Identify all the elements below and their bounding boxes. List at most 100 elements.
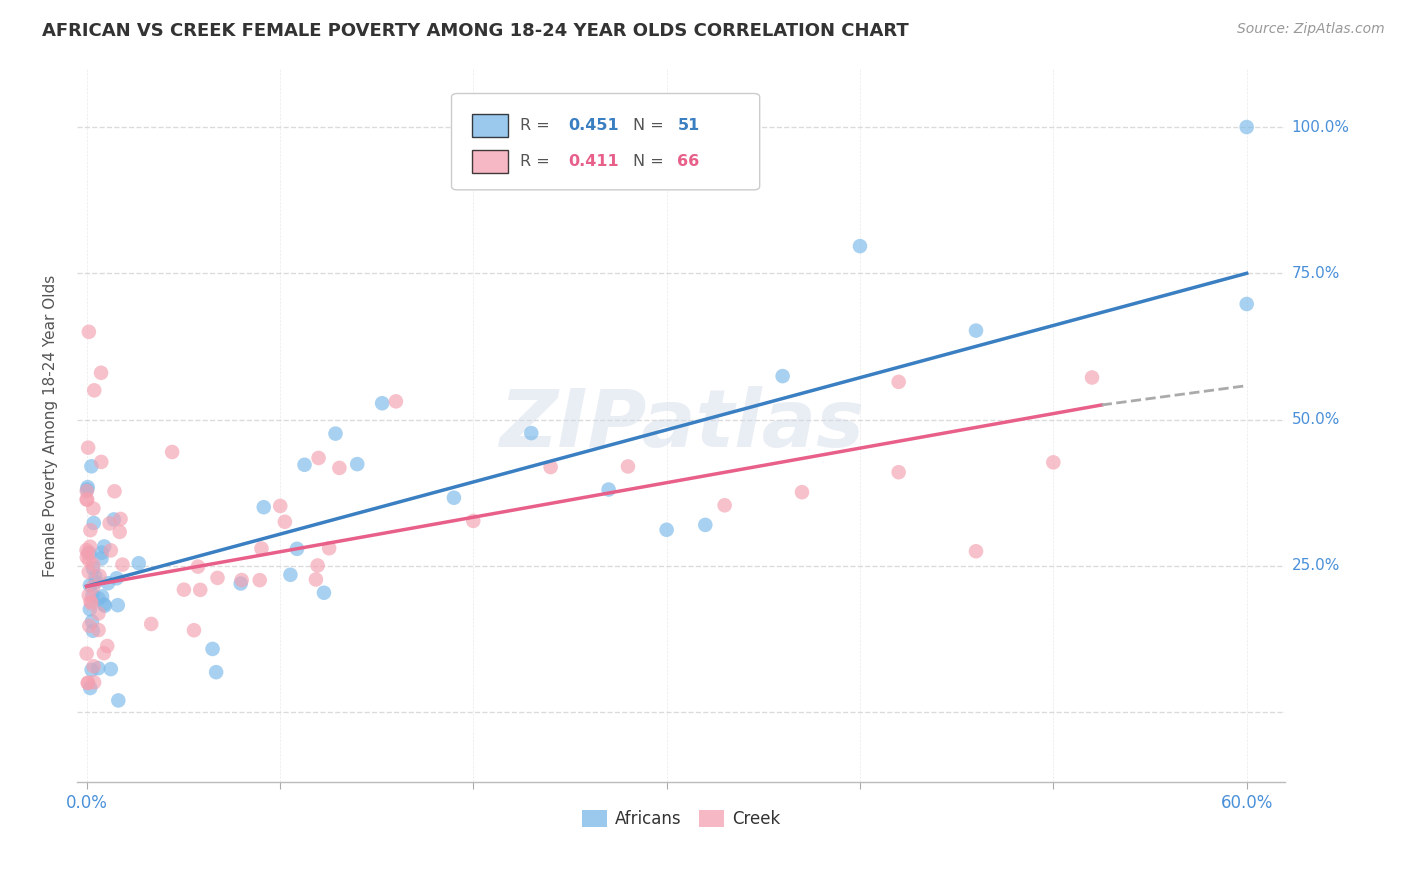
Point — [79, 594, 101, 608]
Point — [87, 623, 110, 637]
Point — [1236, 297, 1258, 311]
Point — [76, 647, 98, 661]
Point — [76, 484, 98, 499]
Point — [82, 561, 104, 575]
Point — [98, 516, 121, 531]
Point — [77, 565, 100, 579]
Text: R =: R = — [520, 153, 555, 169]
Point — [87, 591, 110, 606]
Point — [201, 642, 224, 657]
Point — [443, 491, 465, 505]
Point — [965, 544, 987, 558]
Point — [76, 480, 98, 494]
Point — [82, 501, 104, 516]
Point — [598, 483, 620, 497]
Point — [79, 602, 101, 616]
Point — [385, 394, 408, 409]
Point — [520, 426, 543, 441]
Point — [80, 459, 103, 474]
Text: 0.411: 0.411 — [569, 153, 620, 169]
Point — [82, 588, 104, 602]
Point — [91, 590, 114, 604]
Point — [308, 450, 330, 465]
Point — [305, 573, 328, 587]
FancyBboxPatch shape — [451, 94, 759, 190]
Point — [250, 541, 273, 556]
Point — [107, 598, 129, 612]
Point — [713, 498, 735, 512]
Point — [540, 460, 562, 475]
Point — [274, 515, 297, 529]
Point — [188, 582, 211, 597]
Point — [76, 492, 98, 507]
Point — [1042, 455, 1064, 469]
Point — [76, 550, 98, 565]
Legend: Africans, Creek: Africans, Creek — [575, 803, 787, 835]
Point — [294, 458, 316, 472]
Point — [87, 607, 110, 621]
Point — [187, 559, 209, 574]
Point — [280, 567, 302, 582]
Point — [79, 578, 101, 592]
Point — [77, 588, 100, 602]
Point — [90, 366, 112, 380]
Point — [269, 499, 291, 513]
Point — [1236, 120, 1258, 134]
Point — [93, 646, 115, 660]
Point — [111, 558, 134, 572]
Point — [94, 599, 117, 613]
Point — [80, 663, 103, 677]
Point — [318, 541, 340, 556]
Text: ZIPatlas: ZIPatlas — [499, 386, 863, 465]
Point — [887, 375, 910, 389]
Point — [93, 540, 115, 554]
Text: 75.0%: 75.0% — [1292, 266, 1340, 281]
Point — [790, 485, 813, 500]
Point — [84, 574, 107, 589]
Point — [77, 553, 100, 567]
Point — [82, 624, 104, 638]
Point — [76, 543, 98, 558]
Text: 25.0%: 25.0% — [1292, 558, 1340, 574]
Point — [229, 576, 252, 591]
Point — [105, 571, 128, 585]
Point — [93, 597, 115, 611]
Point — [103, 512, 125, 526]
Y-axis label: Female Poverty Among 18-24 Year Olds: Female Poverty Among 18-24 Year Olds — [44, 275, 58, 576]
Point — [312, 586, 335, 600]
Point — [307, 558, 329, 573]
Text: N =: N = — [633, 118, 669, 133]
Point — [79, 681, 101, 695]
Point — [231, 573, 253, 587]
Point — [887, 465, 910, 479]
Point — [83, 516, 105, 530]
Point — [617, 459, 640, 474]
Text: 0.451: 0.451 — [569, 118, 620, 133]
Point — [207, 571, 229, 585]
Point — [96, 639, 118, 653]
Point — [110, 512, 132, 526]
Point — [82, 580, 104, 594]
Text: N =: N = — [633, 153, 669, 169]
Point — [107, 693, 129, 707]
Point — [79, 523, 101, 537]
Point — [89, 569, 111, 583]
Point — [772, 369, 794, 384]
Point — [87, 661, 110, 675]
Point — [1081, 370, 1104, 384]
Point — [655, 523, 678, 537]
Point — [100, 543, 122, 558]
Point — [173, 582, 195, 597]
Text: AFRICAN VS CREEK FEMALE POVERTY AMONG 18-24 YEAR OLDS CORRELATION CHART: AFRICAN VS CREEK FEMALE POVERTY AMONG 18… — [42, 22, 908, 40]
FancyBboxPatch shape — [472, 150, 509, 173]
Text: R =: R = — [520, 118, 555, 133]
Text: 100.0%: 100.0% — [1292, 120, 1350, 135]
Point — [100, 662, 122, 676]
Point — [79, 619, 101, 633]
Point — [695, 517, 717, 532]
Point — [79, 546, 101, 560]
Point — [80, 596, 103, 610]
Point — [82, 558, 104, 572]
Text: Source: ZipAtlas.com: Source: ZipAtlas.com — [1237, 22, 1385, 37]
Point — [79, 540, 101, 554]
